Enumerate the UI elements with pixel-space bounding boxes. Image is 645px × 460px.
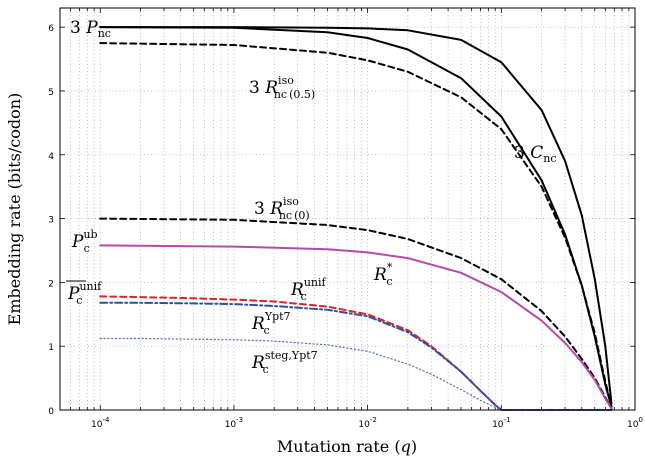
label-3-c-nc: 3 Cnc <box>514 143 557 165</box>
y-tick-label: 5 <box>48 88 54 98</box>
y-axis-label: Embedding rate (bits/codon) <box>5 93 24 326</box>
grid <box>60 8 635 410</box>
series-line-Rstar <box>99 244 613 410</box>
x-tick-label: 10-3 <box>225 416 243 430</box>
y-tick-label: 2 <box>48 279 54 289</box>
y-tick-label: 3 <box>48 216 54 226</box>
y-tick-label: 6 <box>48 24 54 34</box>
y-tick-label: 0 <box>48 407 54 417</box>
label-r-c-star: R* c <box>373 261 393 288</box>
series-line-3Riso05 <box>99 42 613 408</box>
x-tick-label: 10-1 <box>492 416 510 430</box>
axis-ticks: 0 1 2 3 4 5 6 10-4 10-3 10-2 10-1 100 <box>48 8 643 430</box>
y-tick-label: 1 <box>48 343 54 353</box>
label-p-c-unif: Punif c <box>67 280 102 307</box>
x-tick-label: 100 <box>627 416 643 430</box>
label-3-p-nc: 3 Pnc <box>70 18 111 40</box>
x-axis-label: Mutation rate (q) <box>277 437 417 456</box>
y-tick-label: 4 <box>48 152 54 162</box>
series-line-3Pnc <box>99 26 613 405</box>
label-r-c-ypt7: RYpt7 c <box>251 310 291 337</box>
series-line-3Riso0 <box>99 217 613 410</box>
x-tick-label: 10-2 <box>358 416 376 430</box>
plot-frame <box>59 7 636 411</box>
label-r-c-unif: Runif c <box>290 276 326 303</box>
x-tick-label: 10-4 <box>91 416 110 430</box>
label-3-r-iso-05: 3 Riso nc (0.5) <box>249 74 315 101</box>
plot-area <box>60 8 635 410</box>
label-3-r-iso-0: 3 Riso nc (0) <box>254 195 310 222</box>
label-r-c-steg-ypt7: Rsteg,Ypt7 c <box>251 349 318 376</box>
label-p-c-ub: Pub c <box>71 228 98 255</box>
